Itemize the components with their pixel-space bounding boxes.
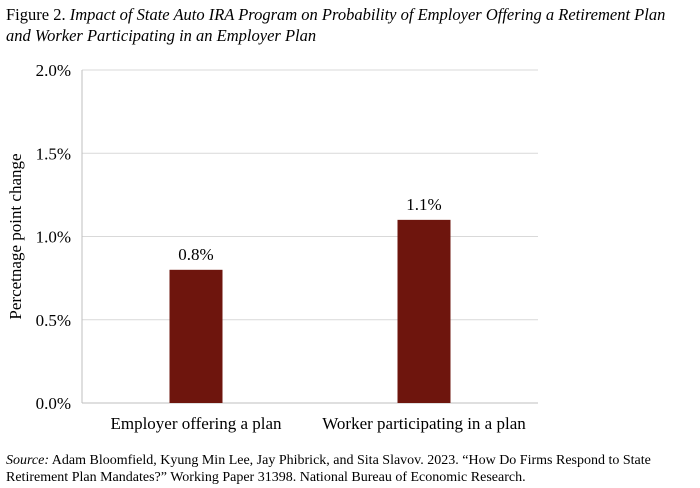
x-tick-label: Worker participating in a plan [322, 414, 526, 433]
bar [397, 219, 451, 403]
figure-title-text: Impact of State Auto IRA Program on Prob… [6, 5, 666, 45]
y-tick-label: 0.5% [36, 311, 71, 330]
bar [169, 269, 223, 403]
x-tick-label: Employer offering a plan [110, 414, 282, 433]
figure-number: Figure 2. [6, 5, 66, 24]
data-label: 0.8% [178, 245, 213, 264]
source-note: Source: Adam Bloomfield, Kyung Min Lee, … [6, 452, 694, 486]
bar-chart: 0.0% 0.5% 1.0% 1.5% 2.0% Percetnage point cha… [6, 61, 538, 433]
y-axis-label: Percetnage point change [6, 153, 25, 319]
data-label: 1.1% [406, 195, 441, 214]
figure-title: Figure 2. Impact of State Auto IRA Progr… [6, 4, 694, 46]
y-tick-label: 2.0% [36, 61, 71, 80]
y-tick-label: 1.5% [36, 144, 71, 163]
source-text: Adam Bloomfield, Kyung Min Lee, Jay Phib… [6, 453, 651, 485]
y-tick-label: 0.0% [36, 394, 71, 413]
source-label: Source: [6, 453, 50, 468]
y-tick-label: 1.0% [36, 228, 71, 247]
